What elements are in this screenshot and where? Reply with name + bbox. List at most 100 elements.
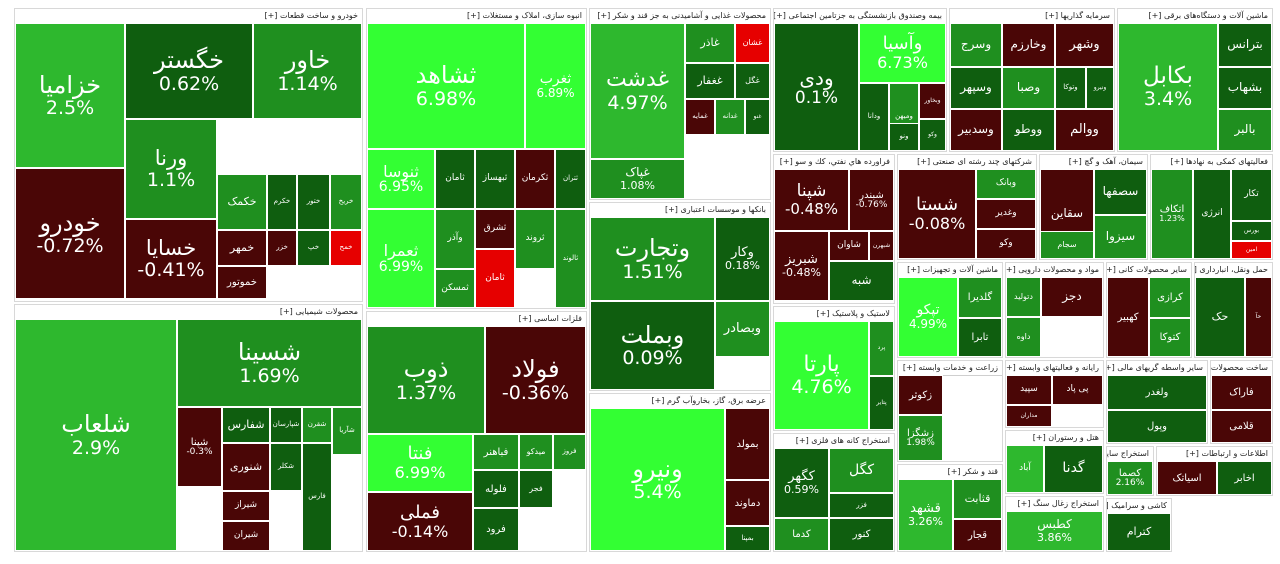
treemap-tile[interactable]: کگهر 0.59% [774,448,829,518]
treemap-tile[interactable]: شیراز [222,491,270,521]
treemap-tile[interactable]: وآسیا 6.73% [859,23,946,83]
treemap-tile[interactable]: ثامان [435,149,475,209]
treemap-tile[interactable]: خکمک [217,174,267,230]
treemap-tile[interactable]: امین [1231,241,1272,259]
sector-title[interactable]: فعالیتهای کمکی به نهادها [+] [1151,155,1272,170]
sector-title[interactable]: زراعت و خدمات وابسته [+] [898,361,1002,376]
sector-title[interactable]: رایانه و فعالیتهای وابسته [+] [1006,361,1103,376]
treemap-tile[interactable]: فولاد -0.36% [485,326,586,434]
treemap-tile[interactable]: بترانس [1218,23,1272,67]
treemap-tile[interactable]: غدانه [715,99,745,135]
treemap-tile[interactable]: شسینا 1.69% [177,319,362,407]
treemap-tile[interactable]: مداران [1006,405,1052,427]
treemap-tile[interactable]: ثنوسا 6.95% [367,149,435,209]
treemap-tile[interactable]: ثتران [555,149,586,209]
sector-title[interactable]: استخراج سایر معادن [+] [1107,447,1153,462]
treemap-tile[interactable]: تابرا [958,318,1002,357]
sector-title[interactable]: سیمان، آهک و گچ [+] [1040,155,1147,170]
treemap-tile[interactable]: زشگزا 1.98% [898,415,943,461]
treemap-tile[interactable]: ونیرو [1086,67,1114,109]
treemap-tile[interactable]: شکلر [270,443,302,491]
treemap-tile[interactable]: ونو [889,123,919,151]
treemap-tile[interactable]: کنور [829,518,894,551]
treemap-tile[interactable]: فرود [473,508,519,551]
treemap-tile[interactable]: وکار 0.18% [715,217,770,301]
treemap-tile[interactable]: پتایر [869,376,894,430]
sector-title[interactable]: بانکها و موسسات اعتباری [+] [590,203,770,218]
treemap-tile[interactable]: خپ [297,230,330,266]
sector-title[interactable]: بیمه وصندوق بازنشستگی به جزتامین اجتماعی… [774,9,946,24]
treemap-tile[interactable]: وبصادر [715,301,770,357]
sector-title[interactable]: محصولات شیمیایی [+] [15,305,362,320]
treemap-tile[interactable]: گدنا [1044,445,1103,493]
treemap-tile[interactable]: وکو [976,229,1036,259]
treemap-tile[interactable]: سیزوا [1094,215,1147,259]
treemap-tile[interactable]: خریخ [330,174,362,230]
treemap-tile[interactable]: قلامی [1211,410,1272,443]
treemap-tile[interactable]: شبندر -0.76% [849,169,894,231]
treemap-tile[interactable]: ثشرق [475,209,515,249]
treemap-tile[interactable]: شآریا [332,407,362,455]
treemap-tile[interactable]: بشهاب [1218,67,1272,109]
sector-title[interactable]: ماشین آلات و تجهیزات [+] [898,263,1002,278]
treemap-tile[interactable]: حآ [1245,277,1272,357]
treemap-tile[interactable]: تکار [1231,169,1272,221]
treemap-tile[interactable]: غپاک 1.08% [590,159,685,199]
treemap-tile[interactable]: قثابت [953,479,1002,519]
treemap-tile[interactable]: دجز [1041,277,1103,317]
sector-title[interactable]: سایر محصولات کانی [+] [1107,263,1191,278]
treemap-tile[interactable]: ثمسکن [435,269,475,308]
treemap-tile[interactable]: وبخاور [919,83,946,119]
sector-title[interactable]: سایر واسطه گریهای مالی [+] [1107,361,1207,376]
treemap-tile[interactable]: اسیاتک [1157,461,1217,495]
treemap-tile[interactable]: شستا -0.08% [898,169,976,259]
sector-title[interactable]: مواد و محصولات دارویی [+] [1006,263,1103,278]
treemap-tile[interactable]: وتوکا [1055,67,1086,109]
treemap-tile[interactable]: شلعاب 2.9% [15,319,177,551]
treemap-tile[interactable]: غنو [745,99,770,135]
treemap-tile[interactable]: ثشاهد 6.98% [367,23,525,149]
treemap-tile[interactable]: فاراک [1211,375,1272,410]
treemap-tile[interactable]: فلوله [473,470,519,508]
treemap-tile[interactable]: سپید [1006,375,1052,405]
sector-title[interactable]: ماشین آلات و دستگاه‌های برقی [+] [1118,9,1272,24]
treemap-tile[interactable]: خگستر 0.62% [125,23,253,119]
treemap-tile[interactable]: وسدبیر [950,109,1002,151]
sector-title[interactable]: اطلاعات و ارتباطات [+] [1157,447,1272,462]
treemap-tile[interactable]: شقرن [302,407,332,443]
treemap-tile[interactable]: ثعمرا 6.99% [367,209,435,308]
treemap-tile[interactable]: زکوثر [898,375,943,415]
treemap-tile[interactable]: خسایا -0.41% [125,219,217,299]
treemap-tile[interactable]: وغدیر [976,199,1036,229]
treemap-tile[interactable]: گلدیرا [958,277,1002,318]
sector-title[interactable]: انبوه سازی، املاک و مستغلات [+] [367,9,586,24]
treemap-tile[interactable]: شاوان [829,231,869,261]
treemap-tile[interactable]: وشهر [1055,23,1114,67]
treemap-tile[interactable]: شبهرن [869,231,894,261]
treemap-tile[interactable]: غگل [735,63,770,99]
treemap-tile[interactable]: ودانا [859,83,889,151]
treemap-tile[interactable]: ثبهساز [475,149,515,209]
treemap-tile[interactable]: ثامان [475,249,515,308]
treemap-tile[interactable]: غغفار [685,63,735,99]
treemap-tile[interactable]: شبریز -0.48% [774,231,829,301]
sector-title[interactable]: شرکتهای چند رشته ای صنعتی [+] [898,155,1036,170]
treemap-tile[interactable]: ثکرمان [515,149,555,209]
treemap-tile[interactable]: شپارسان [270,407,302,443]
treemap-tile[interactable]: تپکو 4.99% [898,277,958,357]
treemap-tile[interactable]: میدکو [519,434,553,470]
treemap-tile[interactable]: ذوب 1.37% [367,326,485,434]
treemap-tile[interactable]: غاذر [685,23,735,63]
treemap-tile[interactable]: ثالوند [555,209,586,308]
treemap-tile[interactable]: فملی -0.14% [367,492,473,551]
treemap-tile[interactable]: خمهر [217,230,267,266]
treemap-tile[interactable]: وکو [919,119,946,151]
treemap-tile[interactable]: ورنا 1.1% [125,119,217,219]
sector-title[interactable]: استخراج زغال سنگ [+] [1006,497,1103,512]
treemap-tile[interactable]: خاور 1.14% [253,23,362,119]
sector-title[interactable]: ساخت محصولات فلزی [+] [1211,361,1272,376]
treemap-tile[interactable]: قجار [953,519,1002,551]
sector-title[interactable]: استخراج کانه های فلزی [+] [774,434,894,449]
treemap-tile[interactable]: خکرم [267,174,297,230]
treemap-tile[interactable]: خزر [267,230,297,266]
